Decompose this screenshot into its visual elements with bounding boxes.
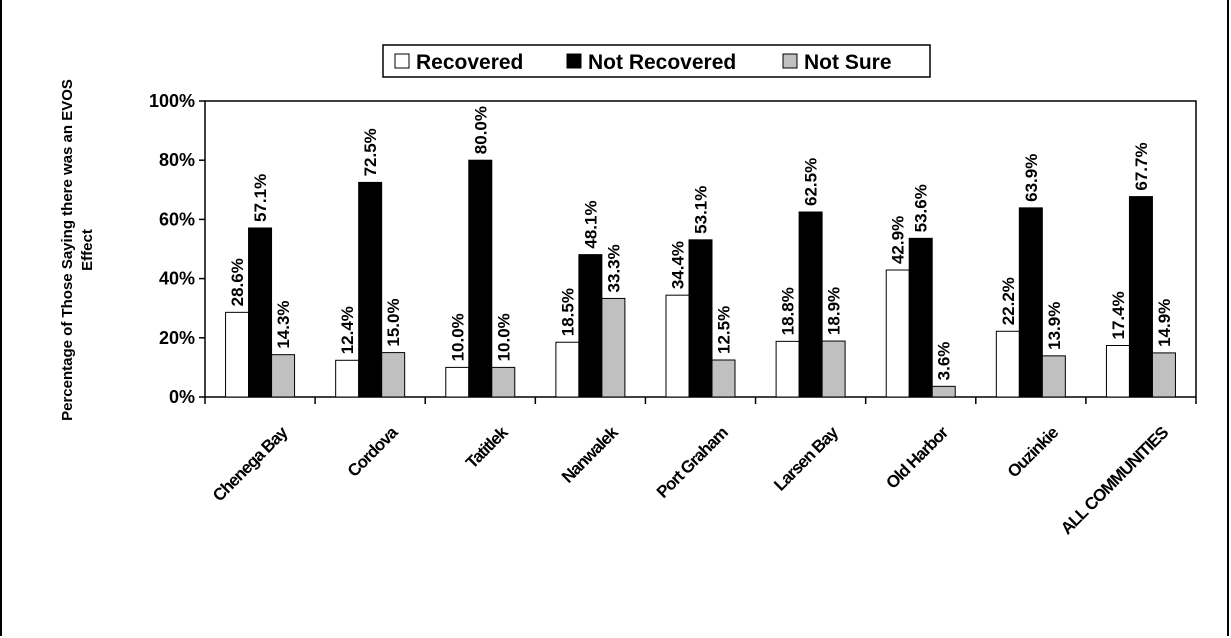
- data-label: 14.9%: [1155, 299, 1174, 347]
- bar-not-sure: [931, 385, 956, 398]
- bar-not-sure: [271, 354, 296, 398]
- bar-not-sure: [711, 359, 736, 398]
- data-label: 18.8%: [779, 287, 798, 335]
- data-label: 13.9%: [1045, 302, 1064, 350]
- legend-swatch: [782, 53, 798, 69]
- y-tick-label: 80%: [159, 150, 195, 170]
- legend-label: Recovered: [416, 51, 523, 74]
- data-label: 42.9%: [889, 216, 908, 264]
- bar-recovered: [445, 366, 470, 398]
- category-label: Nanwalek: [558, 422, 622, 486]
- plot-area: 0% 20% 40% 60% 80% 100% 28.6% 57.1% 14.3% Chenega…: [149, 91, 1197, 538]
- category-label: Ouzinkie: [1004, 423, 1062, 481]
- bar-recovered: [995, 330, 1020, 398]
- data-label: 18.9%: [825, 287, 844, 335]
- data-label: 53.1%: [692, 186, 711, 234]
- y-tick-label: 0%: [169, 387, 195, 407]
- y-tick-label: 100%: [149, 91, 195, 111]
- legend-label: Not Recovered: [588, 51, 736, 74]
- legend-swatch: [566, 53, 582, 69]
- bar-recovered: [225, 311, 250, 398]
- y-tick-label: 60%: [159, 209, 195, 229]
- bar-not-sure: [1041, 355, 1066, 398]
- bar-not-sure: [381, 352, 406, 398]
- legend-swatch: [394, 53, 410, 69]
- bar-recovered: [555, 341, 580, 398]
- bar-not-sure: [601, 297, 626, 398]
- bar-not-recovered: [1128, 196, 1153, 398]
- category-label: Old Harbor: [882, 422, 952, 492]
- category-label: ALL COMMUNITIES: [1057, 423, 1172, 538]
- y-axis-title: Percentage of Those Saying there was an …: [59, 79, 96, 421]
- bar-not-recovered: [578, 254, 603, 398]
- data-label: 18.5%: [558, 288, 577, 336]
- bar-not-recovered: [468, 159, 493, 398]
- data-label: 10.0%: [494, 313, 513, 361]
- data-label: 53.6%: [912, 184, 931, 232]
- bar-not-sure: [821, 340, 846, 398]
- data-label: 22.2%: [999, 277, 1018, 325]
- bar-recovered: [665, 294, 690, 398]
- legend: Recovered Not Recovered Not Sure: [382, 44, 931, 78]
- bar-recovered: [775, 340, 800, 398]
- data-label: 12.4%: [338, 306, 357, 354]
- y-tick-label: 20%: [159, 328, 195, 348]
- data-label: 80.0%: [471, 106, 490, 154]
- bar-not-recovered: [908, 237, 933, 398]
- data-label: 63.9%: [1022, 154, 1041, 202]
- bar-not-sure: [1151, 352, 1176, 398]
- bar-not-recovered: [798, 211, 823, 398]
- bar-not-sure: [491, 366, 516, 398]
- category-label: Chenega Bay: [209, 422, 292, 505]
- category-label: Larsen Bay: [770, 422, 842, 494]
- data-label: 48.1%: [581, 200, 600, 248]
- data-label: 72.5%: [361, 128, 380, 176]
- y-tick-label: 40%: [159, 269, 195, 289]
- category-label: Cordova: [344, 422, 402, 480]
- bar-recovered: [885, 269, 910, 398]
- bar-recovered: [335, 359, 360, 398]
- category-label: Port Graham: [653, 423, 732, 502]
- data-label: 17.4%: [1109, 291, 1128, 339]
- data-label: 34.4%: [669, 241, 688, 289]
- legend-label: Not Sure: [804, 51, 892, 74]
- data-label: 62.5%: [802, 158, 821, 206]
- category-label: Tatitlek: [462, 422, 512, 472]
- bar-not-recovered: [358, 181, 383, 398]
- data-label: 3.6%: [935, 342, 954, 381]
- bar-recovered: [1105, 344, 1130, 398]
- data-label: 10.0%: [448, 313, 467, 361]
- data-label: 28.6%: [228, 258, 247, 306]
- data-label: 15.0%: [384, 298, 403, 346]
- bar-not-recovered: [688, 239, 713, 398]
- data-label: 33.3%: [604, 244, 623, 292]
- data-label: 57.1%: [251, 174, 270, 222]
- y-axis-title-line2: Effect: [79, 229, 96, 271]
- data-label: 67.7%: [1132, 142, 1151, 190]
- bar-not-recovered: [1018, 207, 1043, 398]
- data-label: 14.3%: [274, 300, 293, 348]
- legend-box: [382, 44, 931, 78]
- data-label: 12.5%: [715, 306, 734, 354]
- y-axis-title-line1: Percentage of Those Saying there was an …: [59, 79, 76, 421]
- bar-not-recovered: [248, 227, 273, 398]
